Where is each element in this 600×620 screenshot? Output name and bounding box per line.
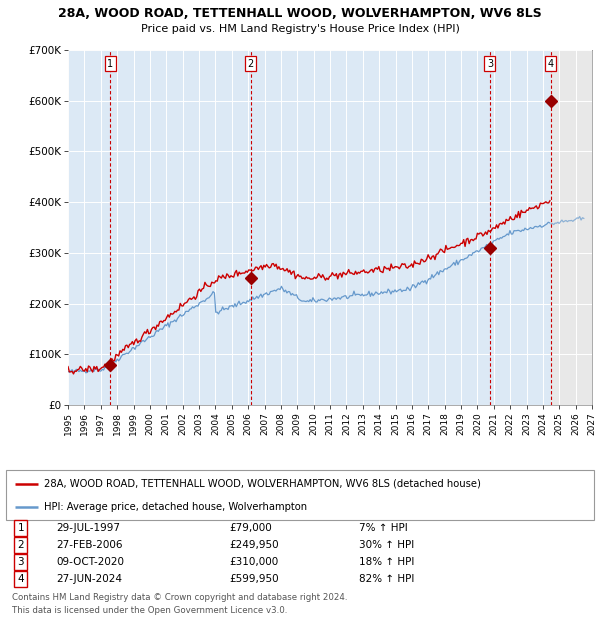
Text: 2: 2 <box>17 540 24 550</box>
Text: £599,950: £599,950 <box>229 574 279 583</box>
Text: This data is licensed under the Open Government Licence v3.0.: This data is licensed under the Open Gov… <box>12 606 287 615</box>
Text: 27-FEB-2006: 27-FEB-2006 <box>56 540 122 550</box>
Text: 4: 4 <box>17 574 24 583</box>
Text: 28A, WOOD ROAD, TETTENHALL WOOD, WOLVERHAMPTON, WV6 8LS (detached house): 28A, WOOD ROAD, TETTENHALL WOOD, WOLVERH… <box>44 479 481 489</box>
Text: 29-JUL-1997: 29-JUL-1997 <box>56 523 120 533</box>
Text: 7% ↑ HPI: 7% ↑ HPI <box>359 523 407 533</box>
Text: 4: 4 <box>548 59 554 69</box>
Text: £79,000: £79,000 <box>229 523 272 533</box>
Text: £249,950: £249,950 <box>229 540 279 550</box>
Text: 18% ↑ HPI: 18% ↑ HPI <box>359 557 414 567</box>
Text: 09-OCT-2020: 09-OCT-2020 <box>56 557 124 567</box>
Bar <box>551 50 592 405</box>
Text: 1: 1 <box>107 59 113 69</box>
Text: 3: 3 <box>17 557 24 567</box>
Text: 27-JUN-2024: 27-JUN-2024 <box>56 574 122 583</box>
Text: Contains HM Land Registry data © Crown copyright and database right 2024.: Contains HM Land Registry data © Crown c… <box>12 593 347 602</box>
Text: 3: 3 <box>487 59 493 69</box>
Text: 1: 1 <box>17 523 24 533</box>
Text: 30% ↑ HPI: 30% ↑ HPI <box>359 540 414 550</box>
Text: Price paid vs. HM Land Registry's House Price Index (HPI): Price paid vs. HM Land Registry's House … <box>140 24 460 33</box>
Text: £310,000: £310,000 <box>229 557 278 567</box>
Text: 28A, WOOD ROAD, TETTENHALL WOOD, WOLVERHAMPTON, WV6 8LS: 28A, WOOD ROAD, TETTENHALL WOOD, WOLVERH… <box>58 7 542 20</box>
Text: HPI: Average price, detached house, Wolverhampton: HPI: Average price, detached house, Wolv… <box>44 502 307 512</box>
Text: 2: 2 <box>248 59 254 69</box>
Text: 82% ↑ HPI: 82% ↑ HPI <box>359 574 414 583</box>
